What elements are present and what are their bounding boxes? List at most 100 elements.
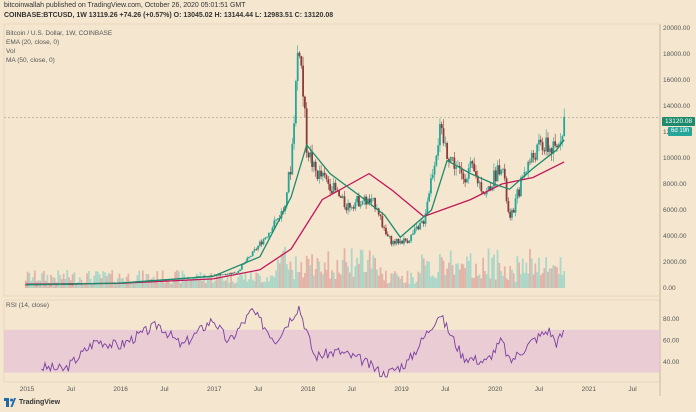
volume-bar: [361, 250, 364, 288]
volume-bar: [377, 275, 380, 288]
volume-bar: [33, 270, 36, 288]
volume-bar: [316, 258, 319, 288]
candle-body: [385, 227, 387, 235]
volume-bar: [323, 262, 326, 288]
candle-body: [303, 96, 306, 109]
candle-body: [230, 273, 232, 274]
candle-body: [350, 207, 353, 208]
volume-bar: [358, 263, 360, 288]
candle-body: [530, 152, 533, 163]
ma-legend[interactable]: MA (50, close, 0): [6, 57, 55, 64]
volume-bar: [419, 273, 422, 288]
volume-bar: [276, 259, 279, 288]
volume-bar: [134, 280, 137, 288]
volume-bar: [258, 275, 261, 288]
volume-bar: [559, 257, 562, 288]
volume-bar: [73, 272, 76, 288]
volume-bar: [359, 249, 362, 288]
volume-bar: [516, 256, 519, 288]
volume-bar: [343, 248, 346, 288]
candle-body: [435, 155, 438, 166]
rsi-legend[interactable]: RSI (14, close): [6, 302, 49, 309]
volume-bar: [104, 272, 106, 288]
rsi-tick-label: 40.00: [663, 359, 680, 366]
volume-bar: [75, 283, 78, 288]
volume-bar: [374, 257, 377, 288]
price-axis-ticks: 20000.0018000.0016000.0014000.0012000.00…: [663, 25, 690, 292]
volume-bar: [158, 282, 160, 288]
candle-body: [321, 172, 324, 177]
candle-body: [318, 170, 321, 180]
volume-bar: [449, 250, 452, 288]
volume-bar: [314, 269, 317, 288]
volume-bar: [520, 274, 522, 288]
candle-body: [237, 270, 240, 273]
volume-bar: [475, 263, 477, 288]
candle-body: [545, 137, 548, 152]
candle-body: [525, 171, 528, 173]
volume-bar: [248, 279, 250, 288]
time-tick-label: Jul: [441, 386, 450, 393]
candle-body: [246, 257, 249, 262]
candle-body: [509, 211, 512, 218]
candle-body: [480, 182, 483, 192]
candle-body: [413, 228, 416, 234]
volume-bar: [230, 271, 232, 288]
price-tick-label: 18000.00: [663, 51, 690, 58]
candle-body: [349, 203, 351, 208]
candle-body: [228, 273, 231, 275]
volume-bar: [32, 277, 34, 288]
volume-bar: [493, 254, 495, 288]
volume-bar: [107, 273, 110, 288]
candle-body: [516, 189, 519, 199]
volume-bar: [347, 266, 350, 288]
volume-bar: [363, 272, 366, 288]
volume-bar: [332, 272, 335, 288]
time-tick-label: Jul: [160, 386, 169, 393]
volume-bar: [467, 261, 470, 288]
volume-bar: [127, 273, 130, 288]
volume-bar: [379, 267, 382, 288]
volume-bar: [457, 263, 459, 288]
volume-bar: [556, 267, 558, 288]
volume-bar: [321, 274, 324, 288]
candle-body: [512, 209, 515, 213]
candle-body: [62, 284, 65, 286]
volume-bar: [312, 275, 315, 288]
candle-body: [500, 169, 503, 175]
candle-body: [536, 144, 539, 160]
volume-bar: [485, 274, 488, 288]
candle-body: [276, 218, 279, 220]
vol-legend[interactable]: Vol: [6, 48, 16, 55]
candle-body: [464, 179, 467, 183]
volume-bar: [50, 274, 52, 288]
volume-bar: [442, 260, 445, 288]
candle-body: [316, 170, 319, 180]
volume-bar: [141, 270, 144, 288]
volume-bar: [168, 282, 171, 288]
volume-bar: [352, 276, 355, 288]
volume-bar: [138, 270, 141, 288]
volume-bar: [554, 265, 557, 288]
candle-body: [493, 170, 495, 187]
volume-bar: [269, 275, 272, 288]
candle-body: [458, 165, 461, 168]
volume-bar: [399, 278, 402, 288]
candle-body: [482, 191, 485, 194]
candle-body: [451, 157, 454, 158]
candlesticks: [24, 45, 566, 286]
volume-bar: [177, 271, 180, 288]
rsi-tick-label: 80.00: [663, 316, 680, 323]
candle-body: [554, 141, 557, 146]
volume-bar: [165, 279, 168, 288]
volume-bar: [430, 276, 432, 288]
volume-bar: [311, 254, 313, 288]
candle-body: [354, 202, 357, 209]
ema-legend[interactable]: EMA (20, close, 0): [6, 39, 60, 46]
volume-bar: [538, 257, 540, 288]
footer-brand[interactable]: TradingView: [4, 398, 60, 407]
candle-body: [494, 170, 497, 182]
volume-bar: [140, 281, 142, 288]
candle-body: [390, 236, 393, 245]
